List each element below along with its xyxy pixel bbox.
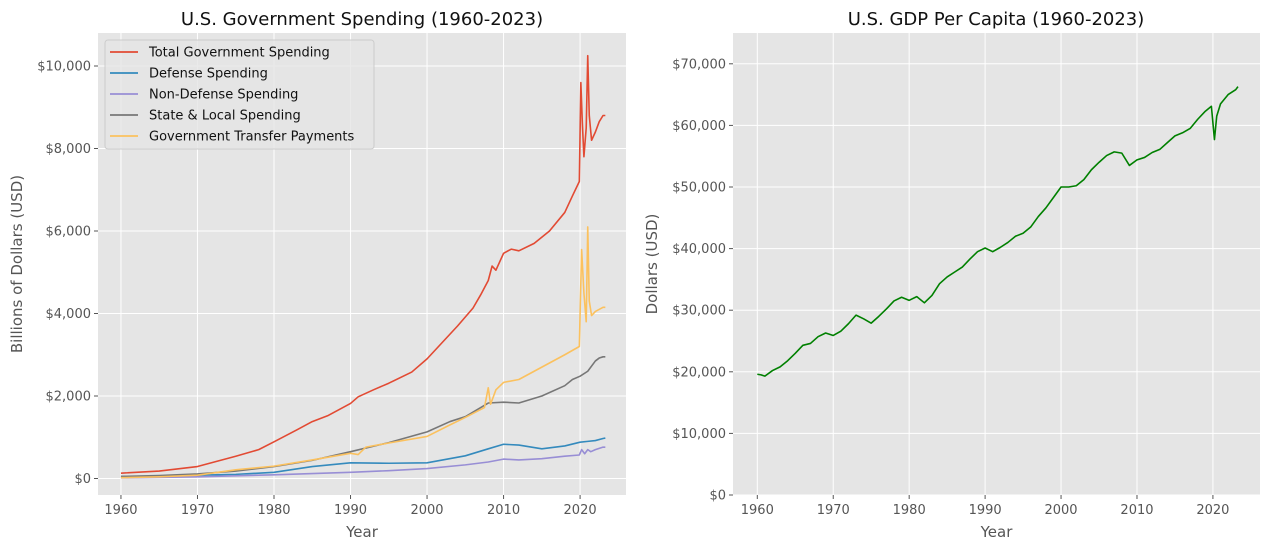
chart1-x-tick-label: 2010 — [487, 503, 520, 518]
chart1-y-tick-label: $6,000 — [46, 225, 92, 240]
chart1-y-tick-label: $2,000 — [46, 390, 92, 405]
chart1-x-tick-label: 1970 — [181, 503, 214, 518]
chart2-y-tick-label: $60,000 — [672, 119, 726, 134]
chart2-y-tick-label: $50,000 — [672, 181, 726, 196]
chart2-y-tick-label: $40,000 — [672, 242, 726, 257]
chart1-y-tick-label: $10,000 — [37, 60, 91, 75]
chart2-x-tick-label: 1970 — [817, 503, 850, 518]
chart2-y-axis-label: Dollars (USD) — [643, 214, 661, 315]
chart1-x-tick-label: 1960 — [104, 503, 137, 518]
chart2-x-tick-label: 2010 — [1120, 503, 1153, 518]
chart2-y-tick-label: $0 — [709, 489, 726, 504]
chart2-x-axis-label: Year — [980, 523, 1014, 541]
chart1-x-axis-label: Year — [345, 523, 379, 541]
chart2-plot-area — [733, 33, 1260, 495]
chart1-legend: Total Government Spending Defense Spendin… — [104, 39, 375, 150]
chart2-y-tick-label: $30,000 — [672, 304, 726, 319]
chart2-x-tick-label: 1980 — [893, 503, 926, 518]
chart1-x-tick-label: 1990 — [334, 503, 367, 518]
legend-label: Defense Spending — [149, 67, 268, 82]
legend-box — [104, 39, 375, 150]
chart2-x-tick-label: 2020 — [1196, 503, 1229, 518]
chart1-y-axis-label: Billions of Dollars (USD) — [8, 175, 26, 353]
chart2-x-tick-label: 2000 — [1044, 503, 1077, 518]
chart1: 1960 1970 1980 1990 2000 2010 2020 $0 $2,000 $4,0… — [8, 9, 626, 541]
legend-label: State & Local Spending — [149, 109, 301, 124]
chart2-title: U.S. GDP Per Capita (1960-2023) — [848, 9, 1145, 30]
chart1-series-government-transfer-payments — [120, 226, 606, 479]
chart1-y-tick-label: $0 — [74, 472, 91, 487]
legend-label: Total Government Spending — [148, 46, 330, 61]
chart1-x-tick-label: 2000 — [410, 503, 443, 518]
chart1-series-total-government-spending — [120, 54, 606, 474]
chart1-y-tick-label: $8,000 — [46, 142, 92, 157]
chart1-x-tick-label: 1980 — [257, 503, 290, 518]
chart2-x-tick-label: 1960 — [741, 503, 774, 518]
legend-label: Non-Defense Spending — [149, 88, 298, 103]
chart2-y-tick-label: $20,000 — [672, 365, 726, 380]
chart1-y-tick-label: $4,000 — [46, 307, 92, 322]
chart1-series-non-defense-spending — [120, 446, 606, 479]
chart1-series-defense-spending — [120, 437, 606, 478]
chart2-y-tick-label: $10,000 — [672, 427, 726, 442]
chart1-title: U.S. Government Spending (1960-2023) — [181, 9, 543, 30]
chart2-x-tick-label: 1990 — [969, 503, 1002, 518]
legend-label: Government Transfer Payments — [149, 130, 355, 145]
chart2-y-tick-label: $70,000 — [672, 57, 726, 72]
chart1-x-tick-label: 2020 — [564, 503, 597, 518]
chart2: 1960 1970 1980 1990 2000 2010 2020 $0 $10,000 $20… — [643, 9, 1260, 541]
chart2-series-gdp-per-capita — [757, 86, 1239, 377]
